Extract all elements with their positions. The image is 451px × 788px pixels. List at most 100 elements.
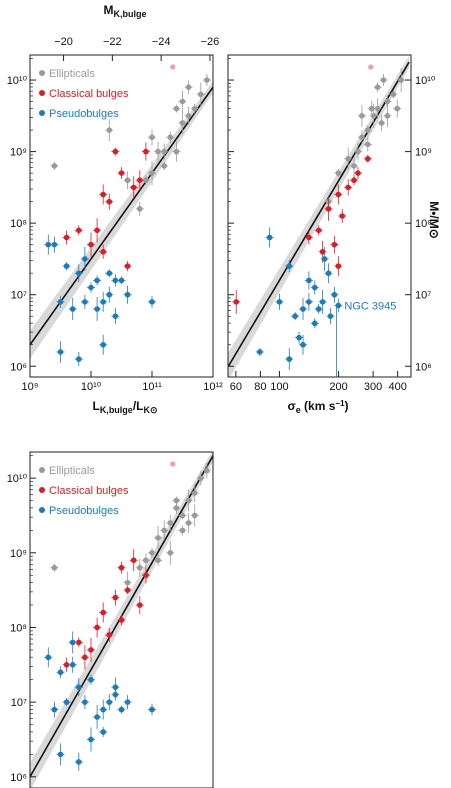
data-point-pseudobulges xyxy=(76,356,82,362)
data-point-pseudobulges xyxy=(100,299,106,305)
data-point-classical-bulges xyxy=(76,227,82,234)
data-point-classical-bulges xyxy=(100,191,106,198)
legend-entry: Classical bulges xyxy=(49,485,129,497)
top-axis-label: MK,bulge xyxy=(104,3,147,19)
data-point-pseudobulges xyxy=(296,334,302,341)
plot-frame xyxy=(29,451,214,788)
y-axis-label-mass: M•/M⊙ xyxy=(427,201,441,239)
data-point-ellipticals xyxy=(365,141,371,148)
data-point-ellipticals xyxy=(198,475,204,481)
data-point-ellipticals xyxy=(185,497,192,504)
data-point-pseudobulges xyxy=(311,320,318,327)
data-point-classical-bulges xyxy=(124,263,131,269)
data-point-ellipticals xyxy=(179,120,186,126)
data-point-ellipticals xyxy=(351,163,357,169)
y-tick-label: 10⁹ xyxy=(10,548,27,560)
data-point-classical-bulges xyxy=(118,617,125,623)
data-point-ellipticals xyxy=(143,177,149,184)
data-point-classical-bulges xyxy=(355,170,361,176)
data-point-classical-bulges xyxy=(112,148,119,155)
data-point-outlier xyxy=(170,461,176,467)
data-point-pseudobulges xyxy=(69,306,76,312)
data-point-ellipticals xyxy=(398,77,404,83)
data-point-pseudobulges xyxy=(286,356,293,362)
data-point-pseudobulges xyxy=(149,299,155,305)
x-tick-label: 80 xyxy=(254,381,266,393)
data-point-ellipticals xyxy=(173,497,180,504)
data-point-pseudobulges xyxy=(112,277,119,284)
data-point-ellipticals xyxy=(378,120,385,126)
y-tick-label: 10⁹ xyxy=(415,147,432,159)
data-point-ellipticals xyxy=(368,105,375,112)
data-point-ellipticals xyxy=(179,512,186,519)
fit-line xyxy=(30,86,213,346)
data-point-ellipticals xyxy=(365,127,371,133)
y-tick-label: 10⁷ xyxy=(11,290,27,302)
data-point-classical-bulges xyxy=(63,662,70,668)
y-tick-label: 10⁶ xyxy=(10,361,27,373)
data-point-ellipticals xyxy=(185,113,192,119)
data-point-ellipticals xyxy=(191,490,198,496)
y-tick-label: 10¹⁰ xyxy=(7,75,28,87)
legend-entry: Pseudobulges xyxy=(49,505,119,517)
data-point-pseudobulges xyxy=(321,256,328,262)
data-point-ellipticals xyxy=(161,148,167,155)
data-point-ellipticals xyxy=(394,105,401,112)
data-point-classical-bulges xyxy=(118,564,125,571)
data-point-ellipticals xyxy=(173,505,180,511)
x-tick-label: 10¹² xyxy=(203,381,223,393)
fit-scatter-band xyxy=(228,56,410,377)
data-point-ellipticals xyxy=(359,134,365,141)
data-point-pseudobulges xyxy=(300,306,306,312)
data-point-classical-bulges xyxy=(331,241,338,248)
data-point-ellipticals xyxy=(137,564,143,571)
data-point-classical-bulges xyxy=(143,572,149,578)
data-point-pseudobulges xyxy=(300,342,306,348)
data-point-classical-bulges xyxy=(143,148,149,155)
data-point-ellipticals xyxy=(191,512,198,519)
data-point-pseudobulges xyxy=(57,299,64,305)
data-point-classical-bulges xyxy=(130,184,137,191)
data-point-classical-bulges xyxy=(365,155,371,162)
data-point-ellipticals xyxy=(370,113,377,119)
x-axis-label-dispersion: σe (km s−1) xyxy=(287,399,348,415)
data-point-classical-bulges xyxy=(106,632,113,638)
data-point-pseudobulges xyxy=(94,277,100,284)
legend-marker xyxy=(39,90,45,96)
data-point-ellipticals xyxy=(167,520,174,526)
legend-marker xyxy=(39,110,45,116)
data-point-pseudobulges xyxy=(82,256,88,262)
data-point-pseudobulges xyxy=(106,699,113,705)
data-point-pseudobulges xyxy=(45,241,52,248)
x-tick-label: 10¹¹ xyxy=(142,381,162,393)
data-point-ellipticals xyxy=(374,84,381,90)
x-axis-label-luminosity: LK,bulge/LK⊙ xyxy=(92,399,157,415)
data-point-classical-bulges xyxy=(233,299,240,305)
legend-marker xyxy=(39,467,45,473)
y-tick-label: 10⁷ xyxy=(415,290,431,302)
data-point-classical-bulges xyxy=(112,594,119,601)
y-tick-label: 10⁷ xyxy=(11,697,27,709)
data-point-pseudobulges xyxy=(331,291,338,298)
y-tick-label: 10⁸ xyxy=(415,218,432,230)
data-point-pseudobulges xyxy=(266,234,273,241)
data-point-classical-bulges xyxy=(124,587,131,593)
data-point-pseudobulges xyxy=(88,284,94,291)
data-point-outlier xyxy=(170,64,176,70)
data-point-ellipticals xyxy=(167,550,174,556)
data-point-ellipticals xyxy=(124,177,131,184)
fit-line xyxy=(228,61,410,367)
panel-dispersion: 10⁶ 10⁷ 10⁸ 10⁹ 10¹⁰ 60 80 100 200 300 400 NGC 3945 xyxy=(227,54,436,393)
data-point-ellipticals xyxy=(380,77,387,83)
data-point-classical-bulges xyxy=(94,624,100,631)
data-point-pseudobulges xyxy=(88,736,94,743)
data-point-ellipticals xyxy=(355,148,361,155)
data-point-ellipticals xyxy=(161,163,167,169)
plot-frame xyxy=(29,54,214,378)
top-tick-label: −24 xyxy=(152,36,171,48)
data-point-ellipticals xyxy=(124,579,131,586)
data-point-pseudobulges xyxy=(69,639,76,646)
data-point-pseudobulges xyxy=(124,291,131,298)
data-point-classical-bulges xyxy=(325,206,332,212)
data-point-ellipticals xyxy=(161,527,167,534)
